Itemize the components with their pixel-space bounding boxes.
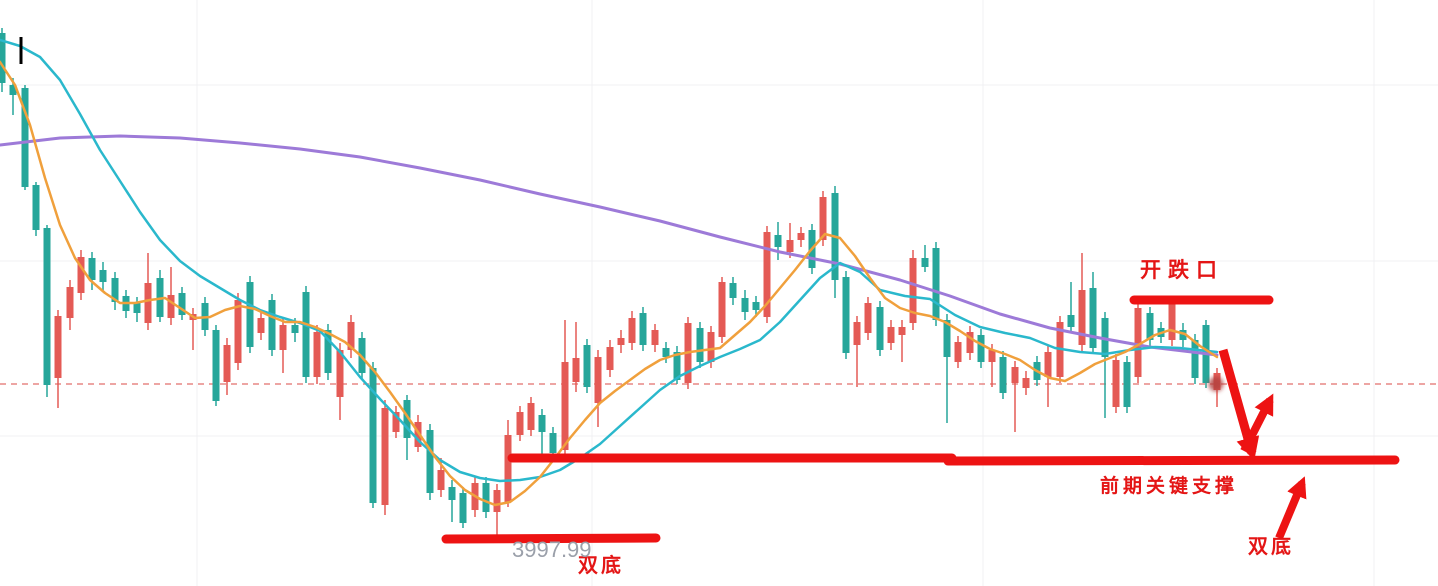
ma-fast-line [0, 60, 1219, 507]
annotation-arrows [1218, 348, 1307, 540]
candles-layer [0, 28, 1221, 540]
low-price-label: 3997.99 [512, 537, 592, 562]
last-price-marker [1208, 376, 1224, 392]
double-bottom-right-label: 双底 [1248, 536, 1294, 558]
ma-mid-line [0, 38, 1219, 483]
gap-down-label: 开跌口 [1140, 258, 1224, 282]
key-support-label: 前期关键支撑 [1100, 476, 1239, 497]
double-bottom-left-label: 双底 [578, 555, 624, 577]
ma-slow-line [0, 134, 1219, 357]
annotation-lines [441, 295, 1400, 544]
